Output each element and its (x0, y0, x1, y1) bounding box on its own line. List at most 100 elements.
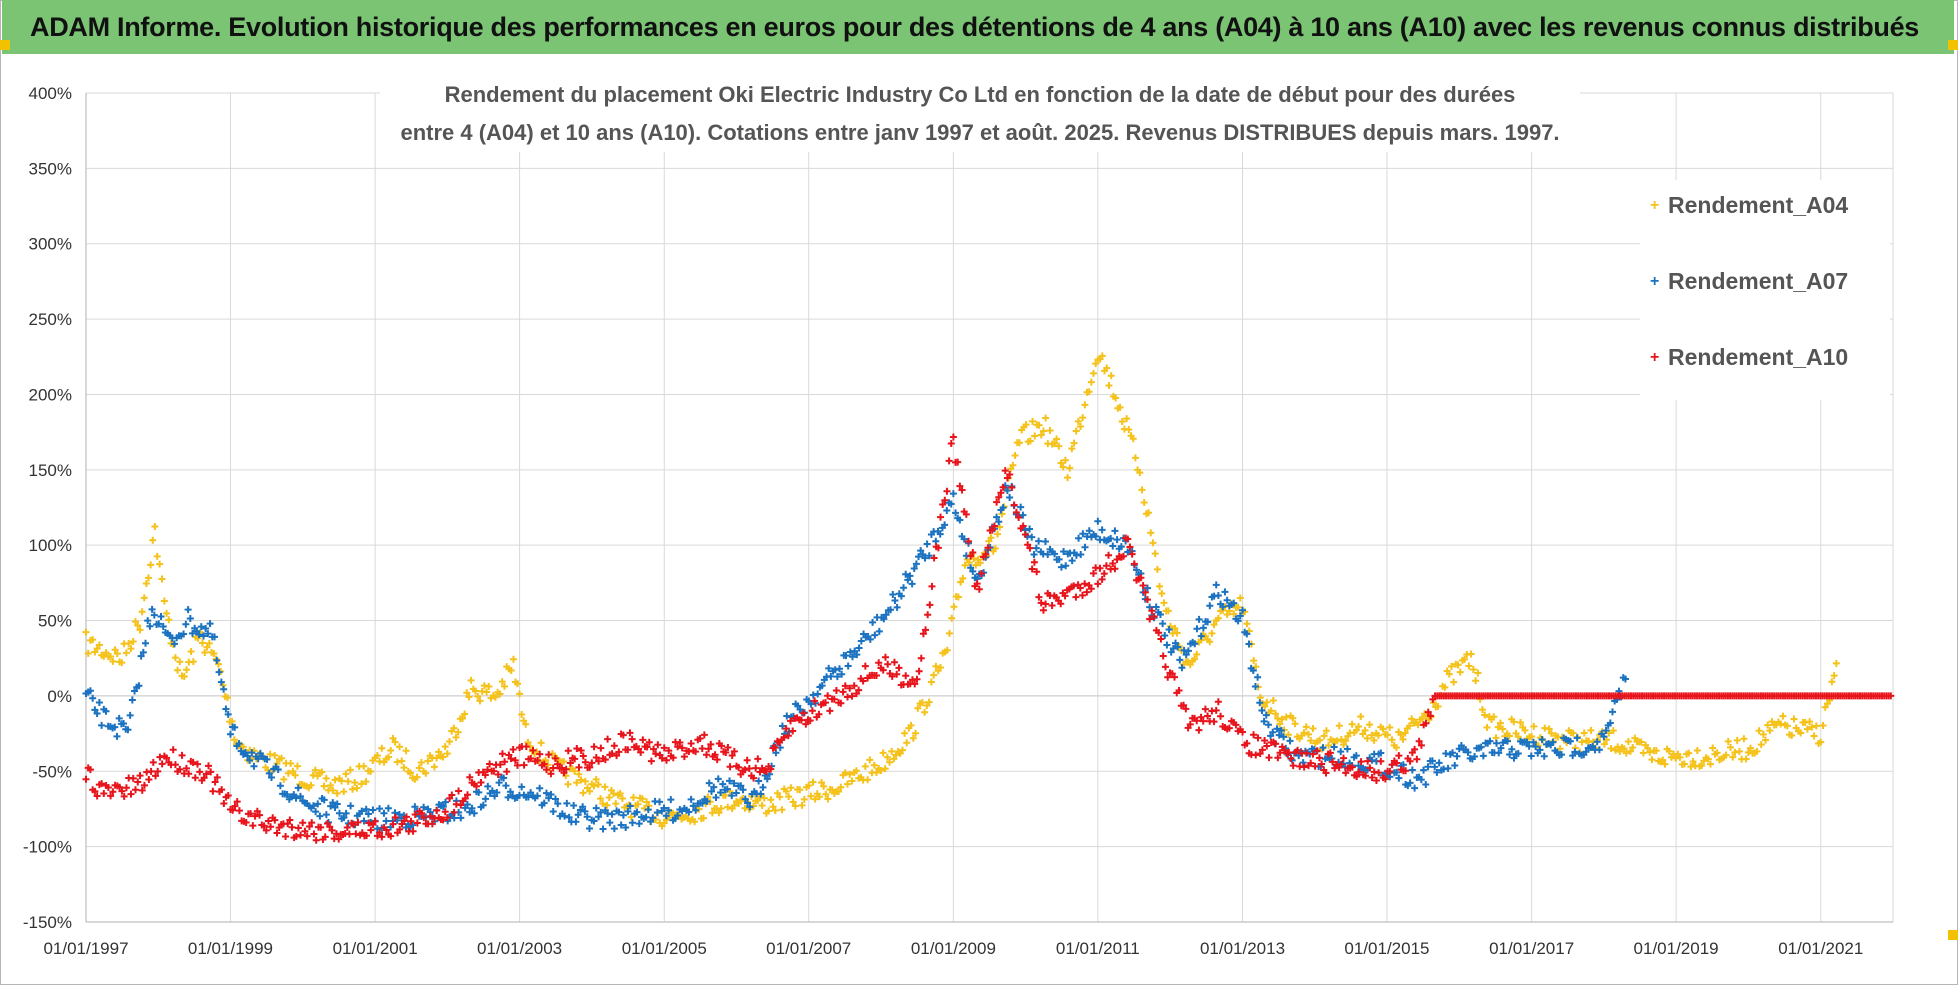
data-point-a04 (89, 636, 97, 644)
data-point-a04 (1050, 440, 1058, 448)
data-point-a07 (1514, 749, 1522, 757)
data-point-a04 (210, 649, 218, 657)
data-point-a04 (491, 693, 499, 701)
data-point-a10 (205, 762, 213, 770)
data-point-a07 (622, 824, 630, 832)
data-point-a04 (846, 770, 854, 778)
y-tick-label: -50% (32, 762, 72, 781)
x-tick-label: 01/01/2021 (1778, 939, 1863, 958)
data-point-a04 (1659, 756, 1667, 764)
data-point-a04 (575, 770, 583, 778)
data-point-a04 (594, 781, 602, 789)
data-point-a10 (722, 748, 730, 756)
data-point-a10 (590, 743, 598, 751)
data-point-a04 (1494, 723, 1502, 731)
data-point-a04 (815, 793, 823, 801)
data-point-a07 (941, 521, 949, 529)
data-point-a07 (687, 795, 695, 803)
data-point-a10 (409, 827, 417, 835)
data-point-a04 (349, 785, 357, 793)
data-point-a07 (882, 611, 890, 619)
data-point-a04 (597, 795, 605, 803)
data-point-a10 (1201, 705, 1209, 713)
data-point-a07 (554, 800, 562, 808)
data-point-a04 (1521, 726, 1529, 734)
data-point-a04 (1098, 352, 1106, 360)
data-point-a04 (189, 658, 197, 666)
data-point-a07 (624, 807, 632, 815)
data-point-a10 (428, 820, 436, 828)
data-point-a04 (333, 789, 341, 797)
data-point-a10 (411, 810, 419, 818)
data-point-a04 (353, 784, 361, 792)
data-point-a10 (1258, 746, 1266, 754)
data-point-a04 (467, 676, 475, 684)
data-point-a10 (669, 754, 677, 762)
data-point-a04 (1342, 737, 1350, 745)
data-point-a04 (787, 784, 795, 792)
data-point-a10 (984, 544, 992, 552)
chart-title-line-1: Rendement du placement Oki Electric Indu… (380, 76, 1580, 114)
data-point-a04 (1797, 729, 1805, 737)
data-point-a10 (1139, 582, 1147, 590)
data-point-a04 (1465, 662, 1473, 670)
data-point-a07 (1277, 727, 1285, 735)
data-point-a07 (1606, 719, 1614, 727)
data-point-a10 (207, 768, 215, 776)
data-point-a04 (1061, 456, 1069, 464)
data-point-a10 (930, 554, 938, 562)
data-point-a07 (342, 809, 350, 817)
data-point-a10 (505, 751, 513, 759)
data-point-a04 (147, 561, 155, 569)
data-point-a04 (1408, 715, 1416, 723)
data-point-a07 (222, 705, 230, 713)
data-point-a07 (1079, 530, 1087, 538)
data-point-a10 (1197, 713, 1205, 721)
data-point-a10 (147, 767, 155, 775)
data-point-a07 (1081, 543, 1089, 551)
data-point-a10 (872, 672, 880, 680)
data-point-a10 (698, 745, 706, 753)
data-point-a10 (855, 686, 863, 694)
data-point-a04 (877, 766, 885, 774)
data-point-a07 (572, 818, 580, 826)
data-point-a07 (794, 702, 802, 710)
data-point-a04 (1744, 748, 1752, 756)
data-point-a10 (1155, 629, 1163, 637)
data-point-a07 (1182, 651, 1190, 659)
data-point-a07 (1602, 726, 1610, 734)
data-point-a07 (1621, 675, 1629, 683)
data-point-a04 (271, 751, 279, 759)
data-point-a07 (1395, 774, 1403, 782)
data-point-a10 (1171, 673, 1179, 681)
data-point-a10 (407, 817, 415, 825)
data-point-a10 (954, 458, 962, 466)
data-point-a07 (1600, 733, 1608, 741)
data-point-a04 (205, 639, 213, 647)
data-point-a04 (1388, 736, 1396, 744)
data-point-a07 (1214, 592, 1222, 600)
data-point-a04 (461, 710, 469, 718)
data-point-a10 (696, 734, 704, 742)
data-point-a04 (914, 704, 922, 712)
data-point-a04 (641, 804, 649, 812)
data-point-a07 (93, 709, 101, 717)
data-point-a10 (975, 585, 983, 593)
data-point-a10 (549, 764, 557, 772)
data-point-a04 (500, 682, 508, 690)
data-point-a10 (247, 810, 255, 818)
data-point-a10 (678, 744, 686, 752)
data-point-a04 (357, 780, 365, 788)
data-point-a04 (362, 778, 370, 786)
data-point-a10 (1243, 739, 1251, 747)
data-point-a10 (294, 824, 302, 832)
data-point-a07 (838, 670, 846, 678)
data-point-a10 (209, 787, 217, 795)
data-point-a04 (948, 614, 956, 622)
data-point-a07 (1486, 737, 1494, 745)
data-point-a10 (413, 819, 421, 827)
data-point-a07 (1444, 764, 1452, 772)
data-point-a07 (936, 530, 944, 538)
data-point-a10 (610, 742, 618, 750)
data-point-a04 (163, 609, 171, 617)
